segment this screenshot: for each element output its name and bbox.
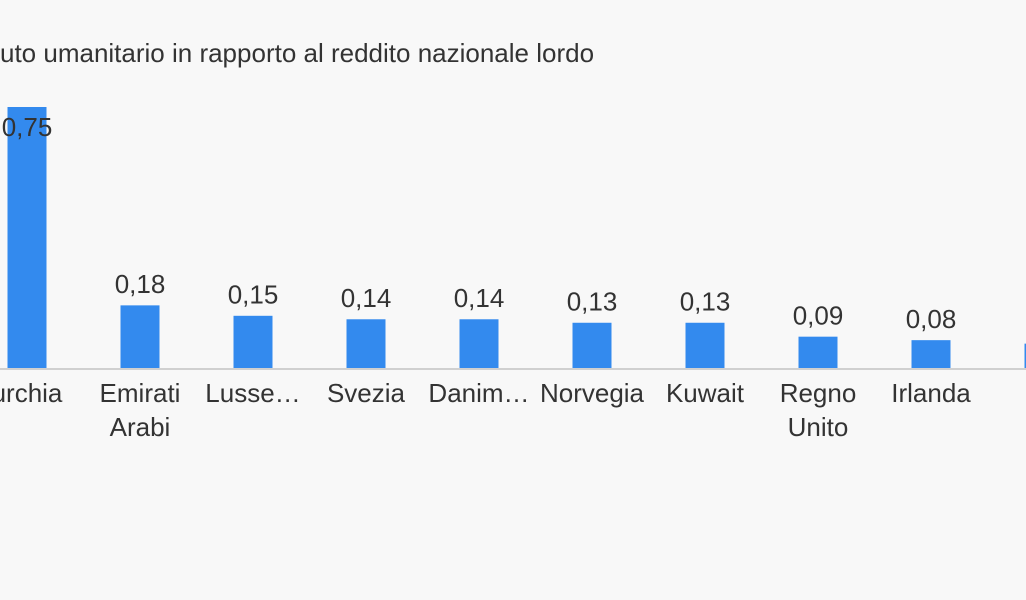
x-tick-label: B bbox=[988, 376, 1026, 410]
value-label: 0,08 bbox=[906, 304, 957, 334]
bar bbox=[7, 107, 47, 368]
x-tick-label: Danim… bbox=[428, 378, 530, 408]
value-label: 0,18 bbox=[115, 269, 166, 299]
bar bbox=[685, 322, 725, 368]
bar bbox=[572, 322, 612, 368]
x-tick-label: urchia bbox=[0, 378, 63, 408]
chart-title: uto umanitario in rapporto al reddito na… bbox=[0, 38, 595, 68]
x-tick-label: Kuwait bbox=[665, 378, 745, 408]
value-label: 0,15 bbox=[228, 280, 279, 310]
x-tick-label: Regno Unito bbox=[779, 378, 857, 442]
x-tick-label: Norvegia bbox=[539, 378, 645, 408]
x-tick-label: Svezia bbox=[326, 378, 406, 408]
x-tick-label: Lusse… bbox=[205, 378, 301, 408]
bar bbox=[911, 340, 951, 368]
value-label: 0,13 bbox=[567, 287, 618, 317]
value-label: 0,14 bbox=[454, 283, 505, 313]
value-label: 0,75 bbox=[2, 112, 53, 142]
x-tick-label: Irlanda bbox=[891, 378, 971, 408]
bar bbox=[120, 305, 160, 368]
bar bbox=[798, 336, 838, 368]
value-label: 0,09 bbox=[793, 301, 844, 331]
bar bbox=[1024, 343, 1026, 368]
value-label: 0,13 bbox=[680, 287, 731, 317]
x-tick-label: Emirati Arabi bbox=[99, 378, 181, 442]
value-label: 0,14 bbox=[341, 283, 392, 313]
bar bbox=[233, 315, 273, 368]
bar bbox=[459, 319, 499, 368]
bar bbox=[346, 319, 386, 368]
